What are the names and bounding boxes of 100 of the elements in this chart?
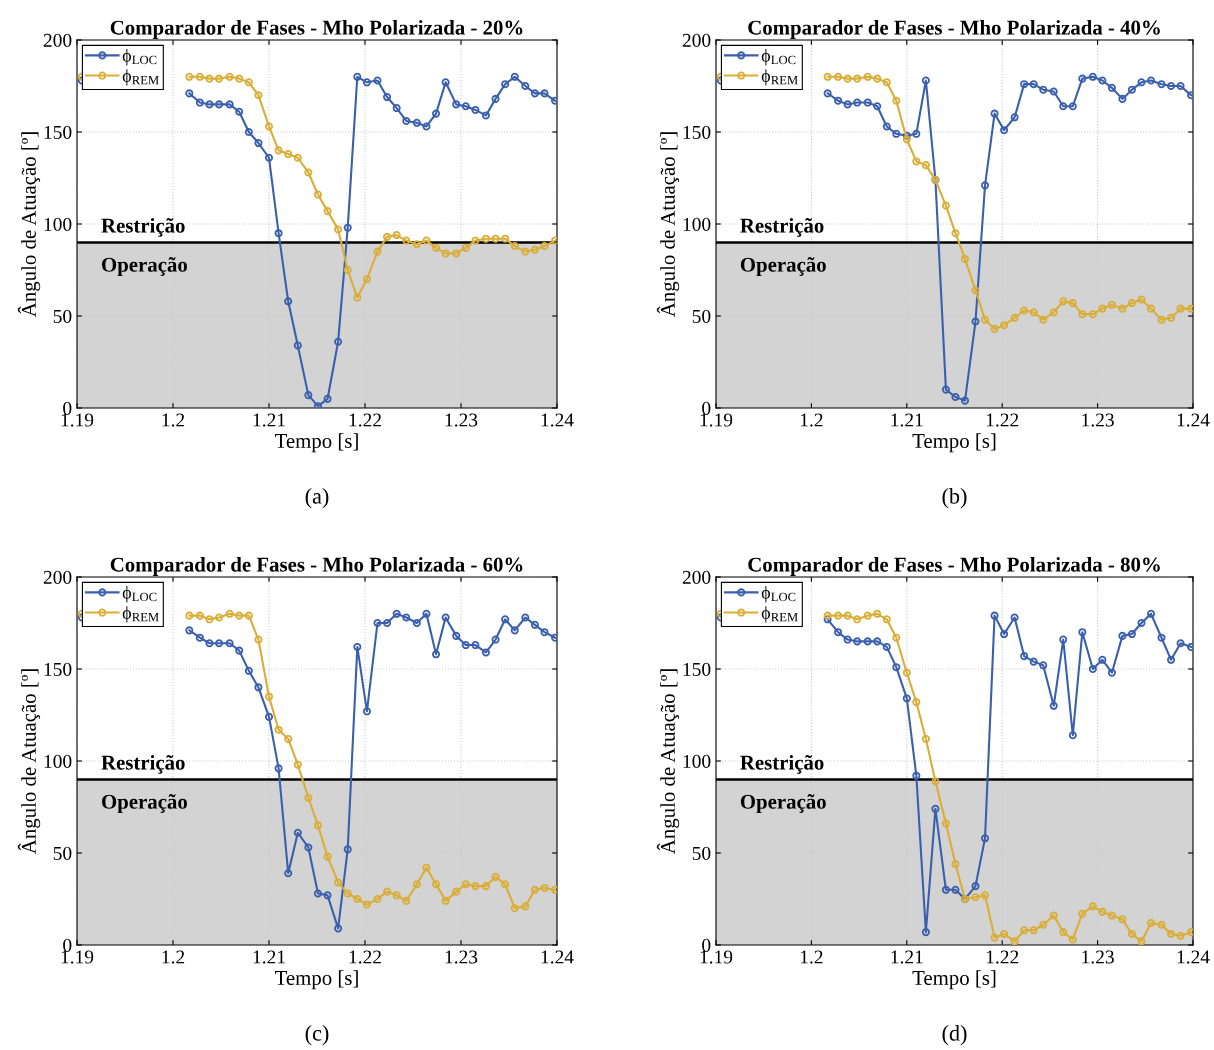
point — [1176, 639, 1185, 648]
point — [195, 611, 204, 620]
point — [254, 91, 263, 100]
point — [540, 242, 549, 251]
point — [873, 609, 882, 618]
point — [912, 129, 921, 138]
point — [441, 249, 450, 258]
point — [1049, 308, 1058, 317]
point — [1020, 652, 1029, 661]
point — [471, 882, 480, 891]
point — [313, 821, 322, 830]
point — [235, 611, 244, 620]
point — [1137, 295, 1146, 304]
point — [540, 628, 549, 637]
point — [1127, 299, 1136, 308]
y-tick-label: 150 — [44, 662, 72, 676]
point — [951, 229, 960, 238]
point — [225, 639, 234, 648]
point — [244, 127, 253, 137]
point — [293, 760, 302, 769]
point — [1146, 76, 1156, 85]
point — [392, 104, 401, 113]
point — [951, 885, 960, 894]
point — [491, 94, 500, 103]
point — [274, 764, 283, 773]
y-tick-label: 150 — [683, 125, 711, 139]
point — [323, 891, 332, 900]
y-tick-label: 0 — [702, 401, 711, 415]
point — [521, 902, 530, 911]
point — [501, 880, 510, 889]
point — [1157, 315, 1166, 324]
x-axis-title: Tempo [s] — [912, 433, 996, 453]
point — [853, 615, 862, 624]
point — [971, 317, 980, 326]
point — [412, 618, 421, 628]
point — [1157, 633, 1166, 642]
point — [1088, 72, 1097, 81]
y-tick-label: 200 — [682, 570, 711, 584]
point — [980, 181, 990, 190]
point — [1176, 931, 1185, 940]
point — [1049, 87, 1058, 96]
point — [195, 72, 204, 81]
point — [1029, 80, 1038, 89]
point — [1137, 937, 1146, 945]
point — [1118, 631, 1127, 640]
chart-title: Comparador de Fases - Mho Polarizada - 80% — [748, 556, 1160, 576]
point — [1059, 635, 1068, 644]
point — [353, 293, 362, 302]
point — [215, 74, 224, 83]
point — [362, 707, 371, 716]
point — [343, 223, 352, 232]
point — [1020, 306, 1029, 315]
point — [853, 98, 862, 107]
point — [1039, 85, 1048, 94]
point — [1068, 731, 1077, 740]
point — [912, 698, 921, 707]
point — [353, 894, 362, 904]
point — [334, 878, 343, 887]
y-tick-label: 100 — [44, 217, 72, 231]
point — [235, 646, 244, 655]
point — [1059, 928, 1068, 937]
x-tick-label: 1.23 — [445, 413, 478, 427]
point — [1039, 315, 1048, 324]
point — [834, 611, 843, 620]
point — [441, 896, 450, 905]
point — [343, 889, 352, 898]
point — [392, 609, 401, 618]
point — [1118, 304, 1127, 313]
x-tick-label: 1.2 — [162, 413, 185, 427]
point — [471, 641, 480, 650]
x-tick-label: 1.2 — [800, 950, 823, 964]
point — [540, 89, 549, 98]
point — [873, 102, 882, 111]
point — [402, 116, 411, 125]
point — [235, 74, 244, 83]
point — [185, 72, 194, 81]
point — [960, 254, 970, 263]
point — [980, 834, 990, 843]
point — [481, 234, 490, 243]
point — [334, 924, 343, 933]
text: (c) — [305, 1025, 329, 1046]
point — [882, 122, 891, 131]
point — [284, 869, 293, 878]
legend-label: ϕ$_{LOC}$ — [761, 49, 796, 66]
point — [1118, 94, 1127, 103]
point — [274, 229, 283, 238]
point — [304, 843, 313, 852]
point — [353, 72, 362, 81]
point — [195, 633, 204, 642]
y-tick-label: 200 — [43, 570, 72, 584]
point — [951, 392, 960, 401]
point — [491, 635, 500, 644]
point — [980, 315, 990, 324]
point — [902, 131, 911, 140]
point — [1146, 918, 1156, 927]
point — [235, 107, 244, 116]
legend-label: ϕ$_{REM}$ — [122, 606, 159, 623]
point — [441, 78, 450, 87]
point — [971, 893, 980, 902]
point — [254, 139, 263, 148]
